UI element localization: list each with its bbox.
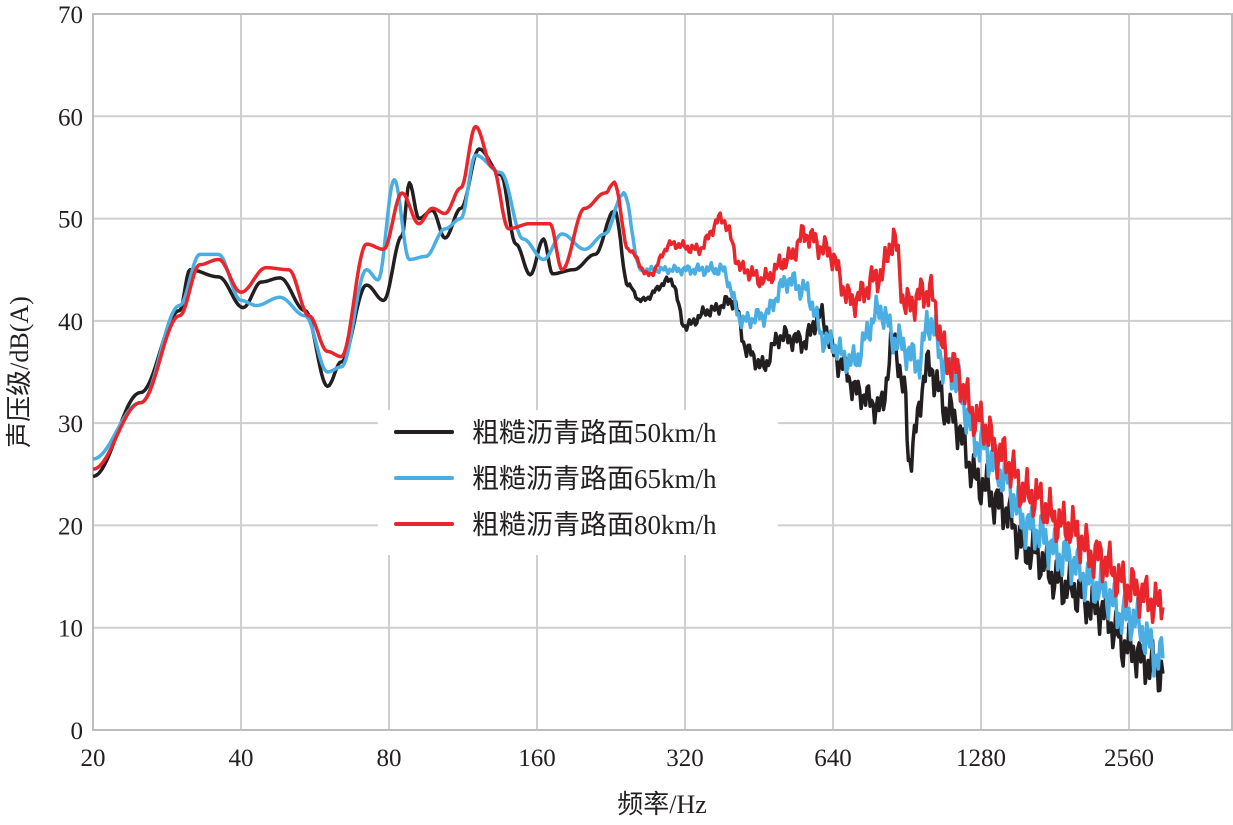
- x-tick-label: 80: [377, 745, 402, 772]
- series-line-0: [92, 147, 1165, 693]
- y-tick-label: 70: [58, 2, 83, 29]
- tick-labels: 0 10 20 30 40 50 60 70 20 40 80 160 320 640 1280 2560: [58, 2, 1154, 772]
- legend-label: 粗糙沥青路面80km/h: [472, 510, 717, 540]
- x-tick-label: 160: [518, 745, 556, 772]
- x-tick-label: 40: [229, 745, 254, 772]
- y-tick-label: 20: [58, 513, 83, 540]
- x-tick-label: 1280: [956, 745, 1006, 772]
- y-tick-label: 60: [58, 104, 83, 131]
- y-tick-label: 30: [58, 411, 83, 438]
- x-axis-label: 频率/Hz: [617, 790, 707, 819]
- legend-label: 粗糙沥青路面50km/h: [472, 418, 717, 448]
- legend-label: 粗糙沥青路面65km/h: [472, 464, 717, 494]
- legend: 粗糙沥青路面50km/h 粗糙沥青路面65km/h 粗糙沥青路面80km/h: [378, 410, 778, 555]
- x-tick-label: 2560: [1104, 745, 1154, 772]
- plot-frame: [92, 13, 1233, 731]
- legend-box: [378, 410, 778, 555]
- series-lines: [92, 124, 1165, 693]
- grid: [92, 13, 1233, 731]
- x-tick-label: 640: [814, 745, 852, 772]
- y-tick-label: 50: [58, 207, 83, 234]
- y-tick-label: 0: [71, 718, 84, 745]
- y-tick-label: 10: [58, 616, 83, 643]
- x-tick-label: 320: [666, 745, 704, 772]
- series-line-2: [92, 124, 1165, 625]
- x-tick-label: 20: [81, 745, 106, 772]
- y-tick-label: 40: [58, 309, 83, 336]
- y-axis-label: 声压级/dB(A): [5, 296, 34, 448]
